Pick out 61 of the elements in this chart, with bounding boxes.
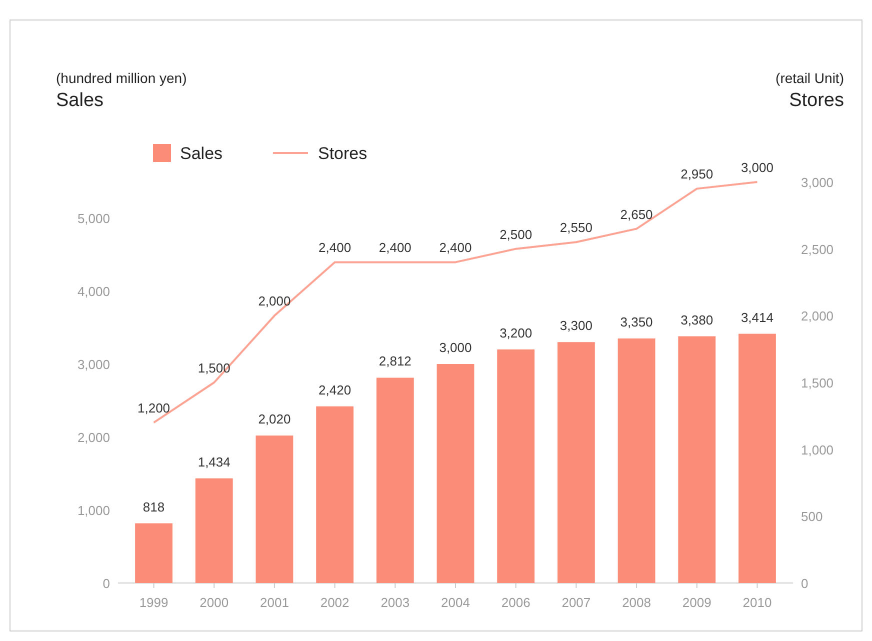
y-tick-label: 5,000 [77, 211, 110, 226]
bar [316, 406, 354, 583]
bar [557, 342, 595, 583]
y2-tick-label: 2,500 [801, 242, 834, 257]
data-label: 2,812 [378, 354, 412, 369]
data-label: 3,300 [560, 318, 592, 334]
y-tick-label: 0 [102, 576, 110, 591]
y2-tick-label: 1,000 [801, 442, 834, 458]
x-tick-label: 2001 [260, 595, 289, 610]
y2-tick-label: 500 [801, 509, 823, 524]
data-label: 3,000 [740, 160, 774, 175]
legend-label: Stores [318, 144, 368, 163]
x-tick-label: 2002 [320, 595, 350, 610]
data-label: 2,020 [258, 412, 291, 427]
data-label: 2,400 [318, 240, 352, 256]
bar [618, 338, 656, 583]
y-tick-label: 3,000 [77, 357, 110, 372]
y-tick-label: 2,000 [77, 430, 110, 445]
data-label: 1,200 [138, 400, 170, 416]
x-tick-label: 2010 [742, 595, 772, 610]
bar [497, 349, 535, 583]
data-label: 3,380 [680, 312, 714, 328]
data-label: 3,350 [620, 314, 653, 330]
bar [678, 336, 716, 583]
data-label: 1,500 [198, 360, 230, 376]
y2-tick-label: 2,000 [801, 308, 834, 324]
data-label: 3,414 [740, 310, 774, 325]
y2-tick-label: 3,000 [801, 175, 834, 190]
data-label: 2,400 [439, 240, 472, 256]
data-label: 1,434 [198, 454, 230, 470]
data-label: 2,500 [500, 226, 532, 242]
x-tick-label: 2007 [562, 595, 591, 610]
bar [436, 364, 474, 583]
data-label: 2,950 [680, 166, 714, 182]
data-label: 3,200 [500, 325, 532, 340]
y2-axis-title: (retail Unit) Stores [776, 70, 844, 111]
x-tick-label: 2006 [501, 595, 530, 610]
x-tick-label: 2008 [622, 595, 651, 610]
data-label: 2,420 [318, 382, 352, 398]
x-tick-label: 2004 [441, 595, 470, 610]
bar [135, 523, 172, 583]
bar [376, 378, 414, 583]
y2-tick-label: 0 [801, 576, 808, 591]
bar [738, 334, 776, 583]
data-label: 2,550 [560, 220, 592, 236]
data-label: 818 [142, 499, 165, 514]
x-tick-label: 2003 [380, 595, 410, 610]
y-axis-title: (hundred million yen) Sales [56, 70, 187, 111]
x-tick-label: 1999 [139, 595, 168, 610]
y2-tick-label: 1,500 [801, 376, 834, 390]
data-label: 3,000 [439, 340, 472, 355]
data-label: 2,000 [258, 294, 291, 309]
x-tick-label: 2009 [682, 595, 712, 610]
data-label: 2,400 [378, 240, 412, 256]
bar [195, 478, 233, 583]
data-label: 2,650 [620, 206, 653, 222]
y-tick-label: 4,000 [77, 284, 110, 299]
bar [256, 436, 294, 583]
y-tick-label: 1,000 [77, 503, 110, 518]
legend-label: Sales [180, 144, 223, 163]
x-tick-label: 2000 [200, 595, 229, 610]
